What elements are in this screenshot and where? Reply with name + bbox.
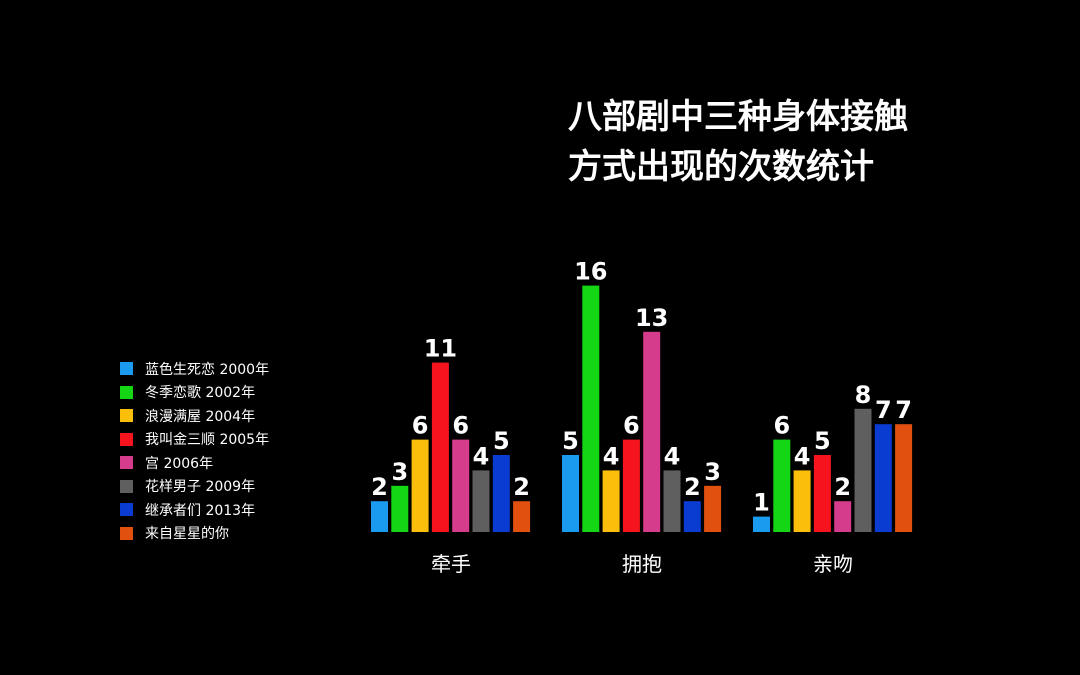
bar-value-label: 6 xyxy=(773,412,790,440)
bar xyxy=(895,424,913,532)
legend-label: 冬季恋歌 2002年 xyxy=(145,385,256,402)
bar-value-label: 6 xyxy=(452,412,469,440)
bar-value-label: 4 xyxy=(603,442,620,470)
bar-value-label: 2 xyxy=(371,473,388,501)
bar xyxy=(562,455,579,532)
bar-value-label: 3 xyxy=(704,458,721,486)
bar xyxy=(622,439,640,532)
bar-value-label: 2 xyxy=(513,473,530,501)
bar xyxy=(854,408,872,532)
legend-label: 来自星星的你 xyxy=(145,526,229,543)
legend-item: 花样男子 2009年 xyxy=(120,475,269,499)
legend-swatch xyxy=(120,503,133,517)
bar xyxy=(874,424,892,532)
bar-value-label: 6 xyxy=(623,412,640,440)
legend-swatch xyxy=(120,432,133,446)
bar-value-label: 1 xyxy=(753,489,770,517)
bar xyxy=(452,439,470,532)
bar-value-label: 6 xyxy=(412,412,429,440)
legend-swatch xyxy=(120,362,133,376)
legend-swatch xyxy=(120,409,133,423)
bar-value-label: 4 xyxy=(794,442,811,470)
bar xyxy=(492,455,510,532)
bar xyxy=(411,439,429,532)
bar-value-label: 13 xyxy=(635,304,668,332)
legend-label: 继承者们 2013年 xyxy=(145,502,256,519)
bar-value-label: 16 xyxy=(574,258,607,286)
legend-swatch xyxy=(120,479,133,493)
bar-value-label: 5 xyxy=(814,427,831,455)
chart-title-line-1: 八部剧中三种身体接触 xyxy=(568,97,908,137)
bar xyxy=(704,485,722,532)
legend-item: 浪漫满屋 2004年 xyxy=(120,404,269,428)
legend-item: 来自星星的你 xyxy=(120,522,269,546)
bar xyxy=(582,285,600,532)
bar xyxy=(391,485,409,532)
bar-value-label: 3 xyxy=(391,458,408,486)
legend-swatch xyxy=(120,456,133,470)
bar-value-label: 8 xyxy=(855,381,872,409)
legend-swatch xyxy=(120,526,133,540)
bar xyxy=(683,501,701,532)
legend-item: 冬季恋歌 2002年 xyxy=(120,381,269,405)
bar xyxy=(371,501,388,532)
bar xyxy=(773,439,791,532)
bar xyxy=(813,455,831,532)
bar-value-label: 4 xyxy=(664,442,681,470)
legend-item: 继承者们 2013年 xyxy=(120,498,269,522)
legend: 蓝色生死恋 2000年 冬季恋歌 2002年 浪漫满屋 2004年 我叫金三顺 200… xyxy=(120,357,269,545)
bar xyxy=(513,501,531,532)
bar-value-label: 11 xyxy=(424,335,457,363)
legend-label: 花样男子 2009年 xyxy=(145,479,256,496)
bar-value-label: 2 xyxy=(834,473,851,501)
legend-item: 蓝色生死恋 2000年 xyxy=(120,357,269,381)
bar-value-label: 4 xyxy=(473,442,490,470)
bar xyxy=(602,470,620,532)
bar xyxy=(753,516,770,532)
bar xyxy=(643,331,661,532)
legend-swatch xyxy=(120,385,133,399)
legend-label: 宫 2006年 xyxy=(145,455,214,472)
bar xyxy=(793,470,811,532)
chart-title-line-2: 方式出现的次数统计 xyxy=(568,147,874,187)
category-label: 拥抱 xyxy=(622,552,662,576)
bar xyxy=(834,501,852,532)
bar-value-label: 5 xyxy=(493,427,510,455)
chart-title: 八部剧中三种身体接触 方式出现的次数统计 xyxy=(568,92,988,192)
category-label: 亲吻 xyxy=(813,552,853,576)
bar xyxy=(472,470,490,532)
legend-item: 我叫金三顺 2005年 xyxy=(120,428,269,452)
bar-value-label: 7 xyxy=(895,396,912,424)
legend-label: 我叫金三顺 2005年 xyxy=(145,432,270,449)
category-label: 牵手 xyxy=(431,552,471,576)
bar xyxy=(663,470,681,532)
bar-value-label: 2 xyxy=(684,473,701,501)
legend-label: 蓝色生死恋 2000年 xyxy=(145,361,270,378)
bar-value-label: 5 xyxy=(562,427,579,455)
bar xyxy=(431,362,449,532)
legend-item: 宫 2006年 xyxy=(120,451,269,475)
legend-label: 浪漫满屋 2004年 xyxy=(145,408,256,425)
bar-value-label: 7 xyxy=(875,396,892,424)
